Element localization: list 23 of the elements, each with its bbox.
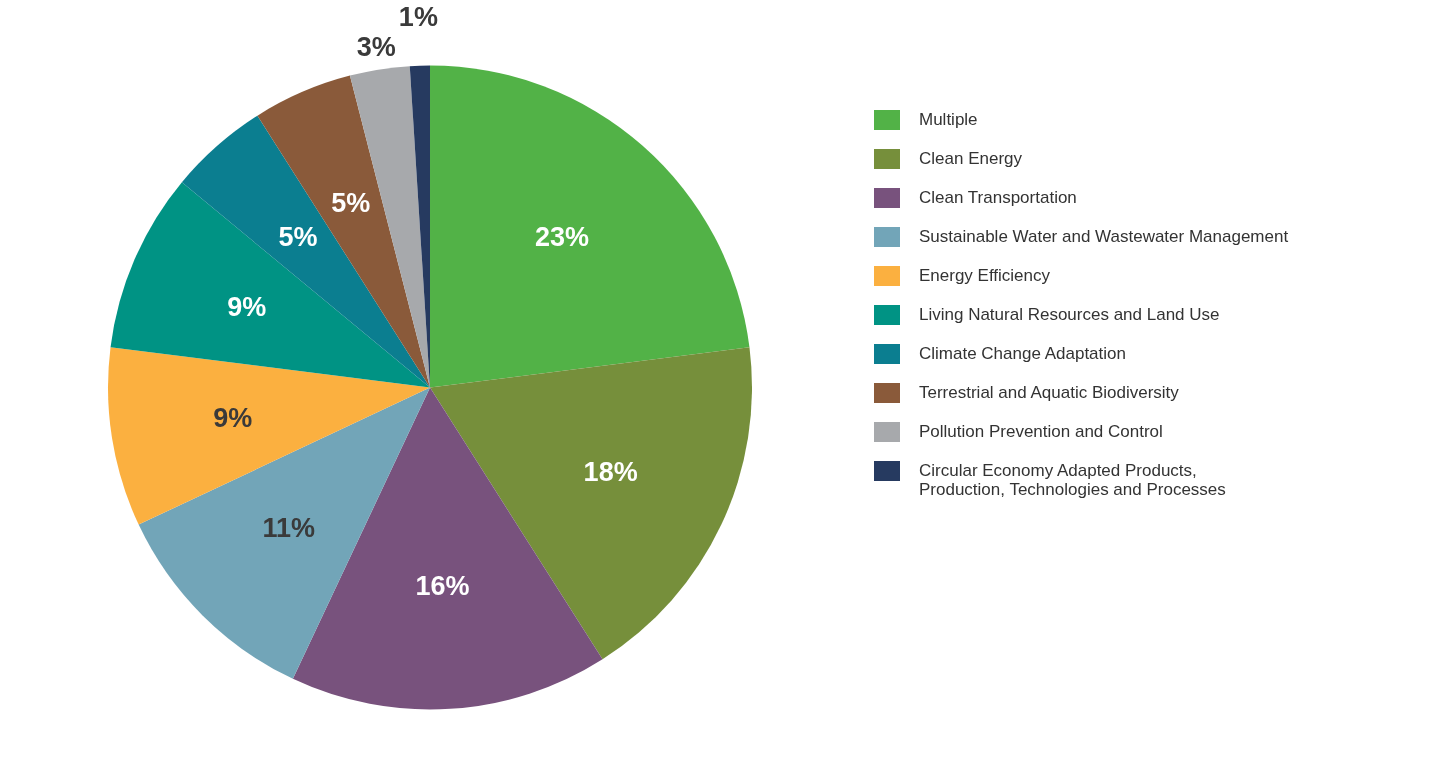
legend-label: Multiple bbox=[919, 110, 978, 129]
data-label: 1% bbox=[398, 1, 438, 32]
legend-label: Climate Change Adaptation bbox=[919, 344, 1126, 363]
legend-label: Pollution Prevention and Control bbox=[919, 422, 1163, 441]
data-label: 16% bbox=[415, 570, 470, 601]
pie-slice bbox=[110, 182, 430, 388]
data-label: 18% bbox=[583, 456, 638, 487]
pie-slice bbox=[181, 115, 430, 388]
data-label: 5% bbox=[331, 188, 371, 219]
pie-slice bbox=[430, 65, 750, 388]
legend-label: Energy Efficiency bbox=[919, 266, 1051, 285]
legend-label: Living Natural Resources and Land Use bbox=[919, 305, 1220, 324]
legend-label: Sustainable Water and Wastewater Management bbox=[919, 227, 1289, 246]
legend-label: Clean Transportation bbox=[919, 188, 1077, 207]
legend-label: Clean Energy bbox=[919, 149, 1023, 168]
data-label: 3% bbox=[356, 31, 396, 62]
data-label: 23% bbox=[535, 221, 590, 252]
data-label: 9% bbox=[213, 402, 253, 433]
data-label: 9% bbox=[227, 292, 267, 323]
legend-label: Terrestrial and Aquatic Biodiversity bbox=[919, 383, 1180, 402]
data-label: 5% bbox=[278, 221, 318, 252]
legend-label: Circular Economy Adapted Products, Production, Technologies and Processes bbox=[919, 461, 1226, 499]
data-label: 11% bbox=[262, 512, 316, 543]
